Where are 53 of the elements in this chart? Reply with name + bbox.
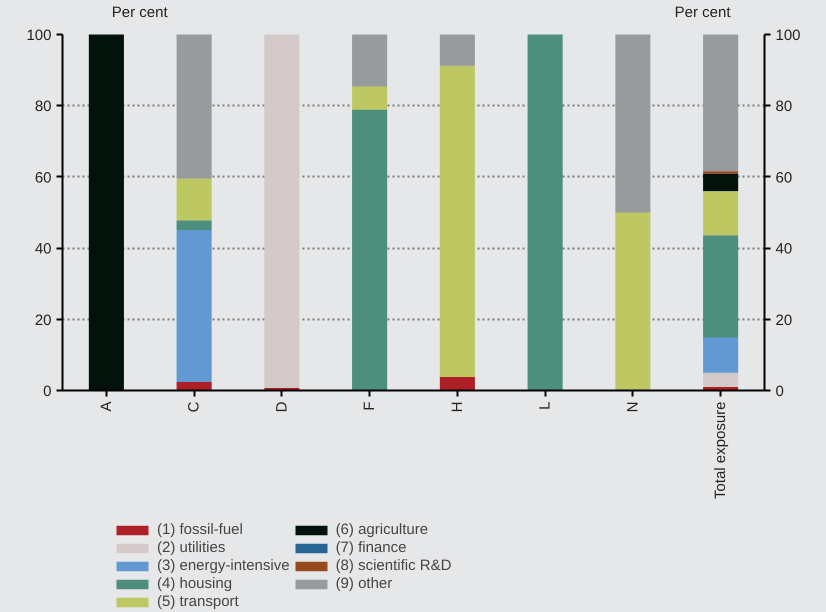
legend-label: (7) finance [336, 539, 406, 556]
bar [703, 174, 738, 192]
bar [703, 171, 738, 174]
x-tick-label: L [536, 402, 554, 410]
bar [176, 178, 212, 220]
bar [615, 212, 650, 390]
bar [352, 34, 388, 86]
bar [264, 34, 300, 388]
y-axis-title: Per cent [112, 4, 168, 21]
y-tick-label: 60 [34, 169, 52, 186]
y2-tick-label: 100 [776, 27, 801, 44]
y-tick-label: 100 [26, 27, 52, 44]
x-tick-label: A [98, 401, 115, 412]
legend-label: (9) other [336, 575, 392, 592]
x-tick-label: C [186, 401, 203, 412]
y-tick-label: 20 [34, 312, 52, 329]
y2-tick-label: 40 [776, 240, 792, 258]
bar [440, 34, 475, 66]
legend-label: (4) housing [157, 575, 232, 592]
bar [440, 376, 475, 390]
x-tick-label: N [624, 401, 642, 412]
bar [615, 34, 650, 212]
bar [703, 235, 738, 338]
y-tick-label: 0 [43, 383, 52, 400]
x-tick-label: H [448, 401, 466, 412]
legend-label: (6) agriculture [336, 521, 428, 538]
x-tick-label: F [361, 401, 378, 411]
y2-tick-label: 20 [776, 312, 792, 329]
bar [352, 110, 388, 390]
bar [176, 230, 212, 382]
bar [703, 372, 738, 387]
legend-label: (2) utilities [157, 539, 226, 556]
x-tick-label: Total exposure [712, 401, 730, 500]
y2-tick-label: 60 [776, 169, 792, 186]
bar [88, 34, 124, 390]
bar [528, 34, 563, 390]
bar [352, 86, 388, 110]
bar [703, 191, 738, 236]
bar [703, 337, 738, 373]
legend-label: (5) transport [157, 593, 239, 610]
y2-tick-label: 80 [776, 98, 792, 116]
y-tick-label: 40 [34, 240, 52, 258]
legend-label: (3) energy-intensive [157, 557, 290, 574]
bar [440, 66, 475, 377]
y-tick-label: 80 [34, 98, 52, 116]
legend-label: (8) scientific R&D [336, 557, 452, 574]
bar [703, 34, 738, 172]
bar [176, 220, 212, 230]
bar [176, 34, 212, 179]
y2-tick-label: 0 [776, 383, 784, 400]
y2-axis-title: Per cent [674, 4, 732, 21]
x-tick-label: D [273, 401, 290, 412]
legend-label: (1) fossil-fuel [157, 521, 243, 538]
